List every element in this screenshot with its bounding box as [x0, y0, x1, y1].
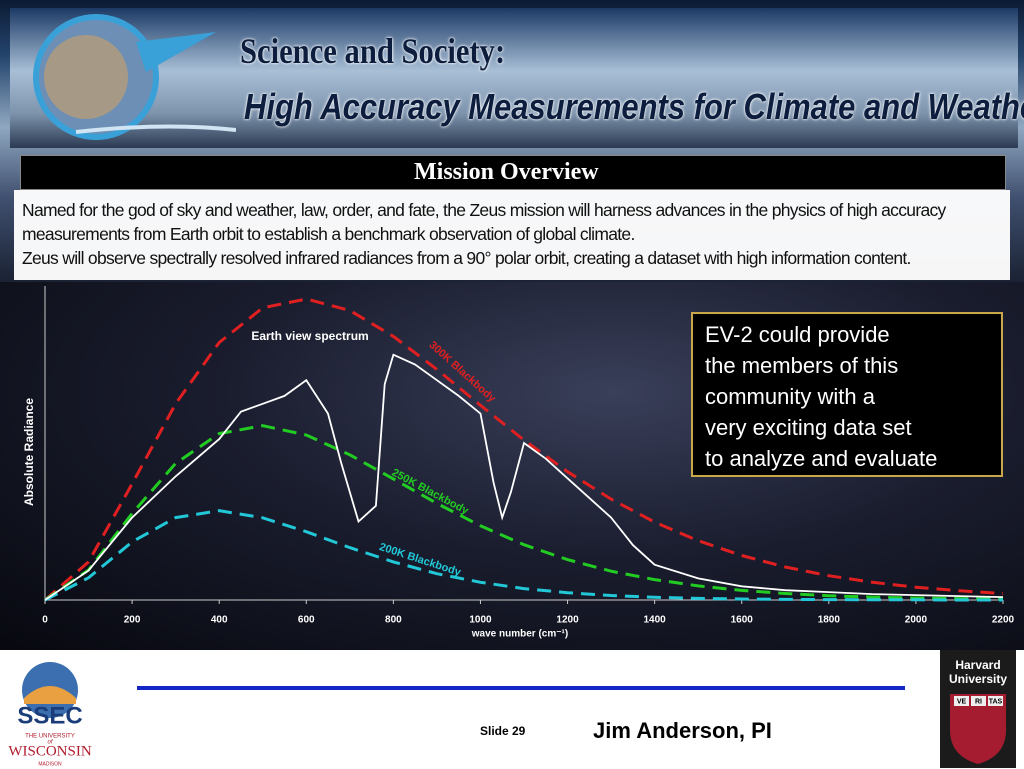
shield-text: RI: [975, 698, 982, 705]
callout-line: the members of this: [705, 353, 899, 378]
harvard-line: Harvard: [955, 658, 1001, 672]
divider: [137, 686, 905, 690]
x-tick-label: 1800: [818, 615, 841, 626]
x-tick-label: 2200: [992, 615, 1015, 626]
shield-text: VE: [957, 698, 967, 705]
x-tick-label: 1200: [556, 615, 579, 626]
x-axis-title: wave number (cm⁻¹): [471, 629, 568, 640]
subtitle: High Accuracy Measurements for Climate a…: [244, 86, 1024, 127]
uw-name: WISCONSIN: [8, 743, 92, 759]
x-tick-label: 800: [385, 615, 402, 626]
callout-line: to analyze and evaluate: [705, 446, 938, 471]
y-axis-title: Absolute Radiance: [22, 398, 36, 506]
uw-top: THE UNIVERSITY: [25, 734, 75, 740]
uw-of: of: [47, 740, 53, 746]
ssec-logo: SSEC THE UNIVERSITY of WISCONSIN MADISON: [8, 662, 92, 767]
callout: EV-2 could provide the members of this com…: [691, 312, 1003, 477]
series-line: [44, 509, 1003, 602]
series-line: [44, 353, 1004, 601]
overview: Named for the god of sky and weather, la…: [14, 190, 1010, 280]
series-line: [44, 424, 1004, 602]
x-tick-label: 0: [42, 615, 48, 626]
slide-number: Slide 29: [480, 724, 526, 738]
callout-line: community with a: [705, 384, 875, 409]
series-label: 300K Blackbody: [426, 339, 498, 405]
uw-city: MADISON: [38, 761, 62, 767]
x-tick-label: 1000: [469, 615, 492, 626]
x-tick-label: 200: [124, 615, 141, 626]
x-tick-label: 2000: [905, 615, 928, 626]
callout-line: very exciting data set: [705, 415, 912, 440]
series-label: Earth view spectrum: [251, 329, 368, 343]
ssec-name: SSEC: [17, 702, 82, 729]
header: Science and Society: High Accuracy Measu…: [0, 0, 1024, 282]
footer: SSEC THE UNIVERSITY of WISCONSIN MADISON: [0, 650, 1024, 768]
x-tick-label: 600: [298, 615, 315, 626]
x-tick-label: 400: [211, 615, 228, 626]
harvard-line: University: [948, 672, 1008, 686]
callout-line: EV-2 could provide: [705, 322, 890, 347]
section-title: Mission Overview: [414, 159, 599, 185]
section-bar: Mission Overview: [20, 155, 1006, 190]
title: Science and Society:: [240, 31, 506, 71]
series-label: 250K Blackbody: [390, 467, 471, 518]
paragraph: Named for the god of sky and weather, la…: [22, 200, 946, 244]
harvard-logo: Harvard University VE RI TAS: [940, 650, 1016, 768]
presenter: Jim Anderson, PI: [593, 718, 772, 743]
series-line: [44, 297, 1004, 602]
x-tick-label: 1400: [644, 615, 667, 626]
shield: VE RI TAS: [950, 694, 1006, 764]
shield-text: TAS: [989, 698, 1003, 705]
x-tick-label: 1600: [731, 615, 754, 626]
chart: Absolute Radiance wave number (cm⁻¹) 0 20…: [22, 286, 1015, 640]
paragraph: Zeus will observe spectrally resolved in…: [22, 248, 911, 268]
zeus-logo: [33, 14, 236, 140]
